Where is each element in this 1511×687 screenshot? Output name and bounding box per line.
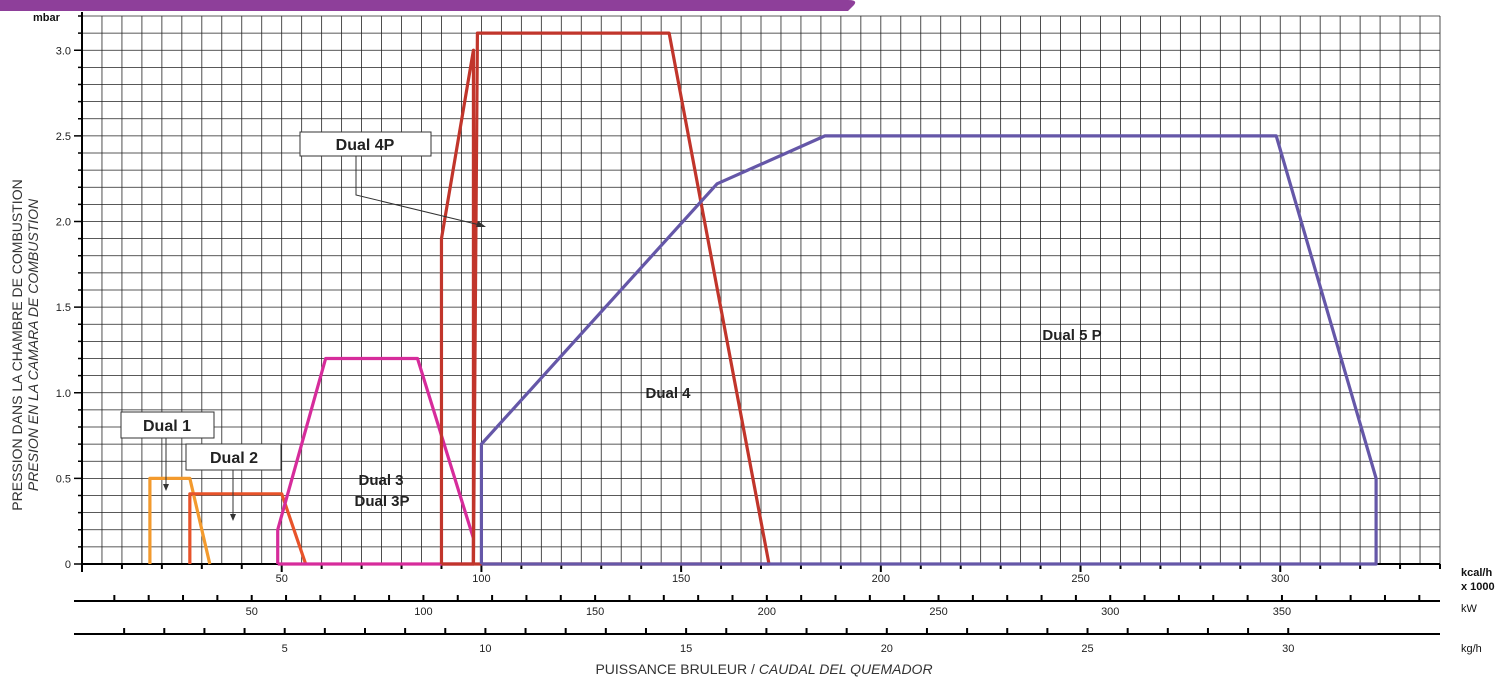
label-pointer (355, 156, 485, 227)
x-tick-label-kcal: 50 (276, 573, 288, 585)
x-tick-label-kw: 50 (246, 606, 258, 618)
x-tick-label-kgh: 10 (479, 643, 491, 655)
series-dual-1 (148, 476, 212, 565)
label-dual-5p: Dual 5 P (1042, 327, 1101, 344)
y-tick-label: 1.0 (56, 388, 71, 400)
x-axis-unit-kgh: kg/h (1461, 643, 1482, 655)
y-axis-title-italic: PRESION EN LA CAMARA DE COMBUSTION (25, 198, 41, 491)
x-tick-label-kgh: 25 (1081, 643, 1093, 655)
x-tick-label-kw: 150 (586, 606, 604, 618)
x-axis-unit-kcal-multiplier: x 1000 (1461, 581, 1495, 593)
x-axis-unit-kcal: kcal/h (1461, 567, 1492, 579)
y-axis-title: PRESSION DANS LA CHAMBRE DE COMBUSTION (9, 179, 25, 510)
label-text: Dual 4P (336, 137, 395, 154)
header-bar (0, 0, 856, 11)
y-unit-label: mbar (33, 12, 61, 24)
label-box (185, 443, 282, 471)
label-box (120, 411, 215, 439)
x-tick-label-kcal: 200 (872, 573, 890, 585)
label-arrowhead (476, 221, 486, 227)
series-dual-4p (439, 48, 476, 566)
x-tick-label-kgh: 20 (881, 643, 893, 655)
x-tick-label-kcal: 250 (1071, 573, 1089, 585)
label-arrowhead (230, 514, 236, 521)
label-dual-1: Dual 1 (120, 411, 215, 491)
x-tick-label-kw: 250 (929, 606, 947, 618)
labels-layer: mbar PRESSION DANS LA CHAMBRE DE COMBUST… (9, 12, 1495, 677)
grid (81, 15, 1441, 565)
label-dual-3: Dual 3 Dual 3P (354, 472, 409, 510)
label-text: Dual 2 (210, 450, 258, 467)
x-axis-unit-kw: kW (1461, 603, 1478, 615)
x-tick-label-kcal: 150 (672, 573, 690, 585)
x-axis-title: PUISSANCE BRULEUR / CAUDAL DEL QUEMADOR (595, 661, 932, 677)
label-text: Dual 1 (143, 418, 191, 435)
y-tick-label: 2.5 (56, 131, 71, 143)
series-dual-2 (188, 492, 308, 565)
label-text: Dual 3 (358, 472, 403, 489)
x-tick-label-kw: 350 (1273, 606, 1291, 618)
y-tick-label: 1.5 (56, 302, 71, 314)
y-tick-label: 2.0 (56, 217, 71, 229)
label-dual-4p: Dual 4P (299, 131, 486, 227)
y-tick-label: 0 (65, 559, 71, 571)
x-axis-title-italic: CAUDAL DEL QUEMADOR (759, 661, 933, 677)
y-tick-label: 0.5 (56, 473, 71, 485)
axes: 0 0.5 1.0 1.5 2.0 2.5 3.0 50 100 150 200 250 300 50 10… (56, 12, 1441, 655)
label-dual-2: Dual 2 (185, 443, 282, 521)
x-tick-label-kcal: 100 (472, 573, 490, 585)
label-arrowhead (163, 484, 169, 491)
x-tick-label-kw: 200 (758, 606, 776, 618)
y-tick-label: 3.0 (56, 45, 71, 57)
x-tick-label-kcal: 300 (1271, 573, 1289, 585)
label-box (299, 131, 432, 157)
series-layer (148, 31, 1378, 566)
x-tick-label-kgh: 15 (680, 643, 692, 655)
label-text-3p: Dual 3P (354, 493, 409, 510)
x-tick-label-kw: 300 (1101, 606, 1119, 618)
x-tick-label-kgh: 30 (1282, 643, 1294, 655)
x-tick-label-kw: 100 (414, 606, 432, 618)
x-tick-label-kgh: 5 (282, 643, 288, 655)
label-dual-4: Dual 4 (645, 385, 691, 402)
series-dual-5-p (479, 134, 1378, 566)
x-axis-title-main: PUISSANCE BRULEUR / (595, 661, 758, 677)
